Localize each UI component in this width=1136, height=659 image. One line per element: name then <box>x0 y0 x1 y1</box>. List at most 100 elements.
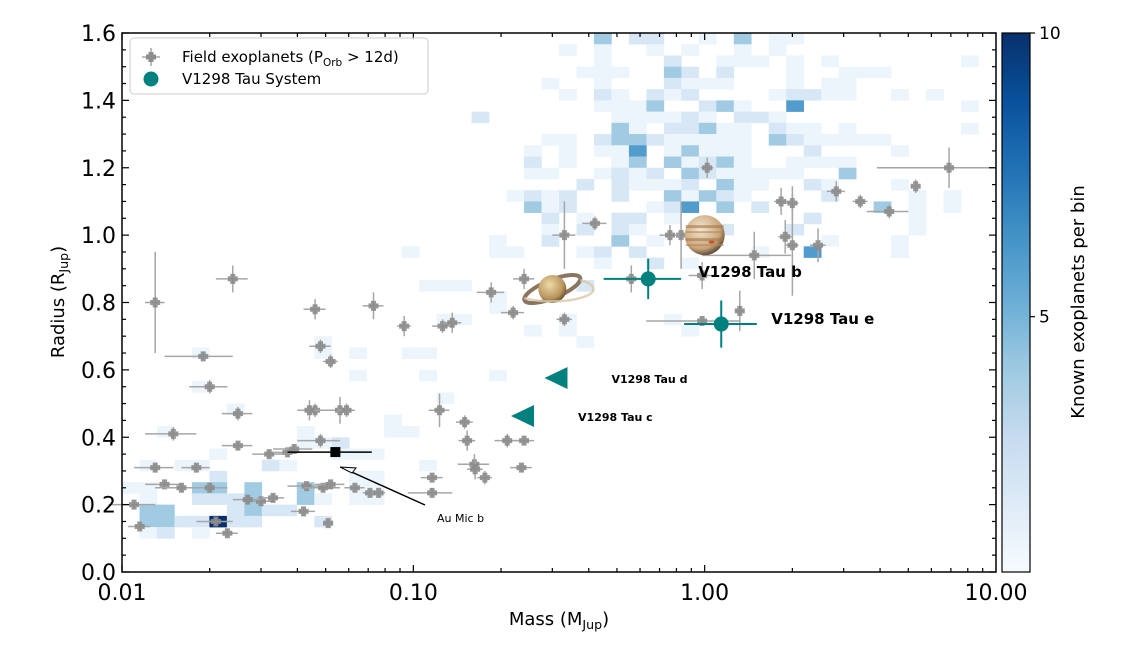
histogram-bin <box>663 212 682 225</box>
planet-label: V1298 Tau c <box>578 411 653 424</box>
plus-marker <box>459 417 470 428</box>
plus-marker <box>437 321 448 332</box>
histogram-bin <box>611 111 630 124</box>
field-planet-point <box>688 262 715 290</box>
histogram-bin <box>559 324 577 337</box>
histogram-bin <box>139 527 158 539</box>
field-planet-point <box>700 157 714 178</box>
histogram-bin <box>681 44 700 56</box>
field-planet-point <box>128 521 151 532</box>
histogram-bin <box>156 515 175 528</box>
histogram-bin <box>646 167 665 180</box>
histogram-bin <box>768 134 787 146</box>
histogram-bin <box>663 190 682 202</box>
histogram-bin <box>681 77 700 90</box>
histogram-bin <box>716 145 735 157</box>
y-tick-label: 1.2 <box>81 157 116 182</box>
histogram-bin <box>821 77 839 90</box>
histogram-bin <box>821 134 839 146</box>
histogram-bin <box>733 156 752 169</box>
plus-marker <box>168 428 179 439</box>
histogram-bin <box>611 66 630 79</box>
y-tick-label: 0.8 <box>81 292 116 317</box>
histogram-bin <box>751 246 770 258</box>
histogram-bin <box>401 347 420 359</box>
histogram-bin <box>698 190 717 202</box>
histogram-bin <box>349 470 368 483</box>
histogram-bin <box>489 302 507 315</box>
histogram-bin <box>593 257 612 270</box>
plus-marker <box>427 472 438 483</box>
histogram-bin <box>524 324 542 337</box>
system-planet-d: V1298 Tau d <box>544 366 687 389</box>
field-planet-point <box>785 186 799 220</box>
histogram-bin <box>716 66 735 79</box>
y-tick-label: 0.4 <box>81 426 116 451</box>
plus-marker <box>349 482 360 493</box>
histogram-bin <box>139 493 158 505</box>
histogram-bin <box>401 246 420 258</box>
histogram-bin <box>593 134 612 146</box>
histogram-bin <box>733 122 752 135</box>
plus-marker <box>210 516 221 527</box>
field-planet-point <box>582 216 607 231</box>
plus-marker <box>268 492 279 503</box>
field-planet-point <box>134 462 174 473</box>
plus-marker <box>589 218 600 229</box>
field-planet-point <box>232 494 262 505</box>
y-tick-label: 1.0 <box>81 224 116 249</box>
plus-marker <box>462 435 473 446</box>
histogram-bin <box>524 156 542 169</box>
histogram-bin <box>733 167 752 180</box>
histogram-bin <box>576 212 595 225</box>
histogram-bin <box>856 134 874 146</box>
histogram-bin <box>681 66 700 79</box>
histogram-bin <box>838 134 857 146</box>
histogram-bin <box>733 33 752 45</box>
histogram-bin <box>209 493 228 505</box>
legend-label: V1298 Tau System <box>182 70 321 88</box>
histogram-bin <box>786 77 805 90</box>
field-planet-point <box>556 312 572 327</box>
histogram-bin <box>628 167 647 180</box>
field-planet-point <box>458 430 476 451</box>
field-planet-point <box>659 225 680 246</box>
histogram-bin <box>314 347 333 359</box>
histogram-bin <box>698 122 717 135</box>
y-tick-label: 1.6 <box>81 22 116 47</box>
histogram-bin <box>139 515 158 528</box>
histogram-bin <box>768 44 787 56</box>
histogram-bin <box>803 145 822 157</box>
plus-marker <box>702 162 713 173</box>
annotation-arrow <box>344 468 426 506</box>
histogram-bin <box>541 167 560 180</box>
histogram-bin <box>296 437 315 449</box>
histogram-bin <box>559 190 577 202</box>
plus-marker <box>697 270 708 281</box>
histogram-bin <box>559 201 577 213</box>
histogram-bin <box>156 504 175 517</box>
circle-marker-icon <box>143 71 159 87</box>
plus-marker <box>325 479 336 490</box>
histogram-bin <box>611 235 630 247</box>
histogram-bin <box>733 100 752 112</box>
histogram-bin <box>524 190 542 202</box>
field-planet-point <box>164 351 233 362</box>
histogram-bin <box>786 89 805 101</box>
histogram-bin <box>751 111 770 124</box>
histogram-bin <box>803 246 822 258</box>
histogram-bin <box>821 190 839 202</box>
field-planet-point <box>323 354 338 369</box>
field-planet-point <box>287 481 324 492</box>
histogram-bin <box>471 111 490 124</box>
histogram-bin <box>716 156 735 169</box>
field-planet-point <box>189 482 228 493</box>
plus-marker <box>516 462 527 473</box>
histogram-bin <box>663 134 682 146</box>
histogram-bin <box>698 145 717 157</box>
histogram-bin <box>663 156 682 169</box>
histogram-bin <box>489 369 507 382</box>
colorbar-label: Known exoplanets per bin <box>1068 185 1089 419</box>
histogram-bin <box>733 134 752 146</box>
